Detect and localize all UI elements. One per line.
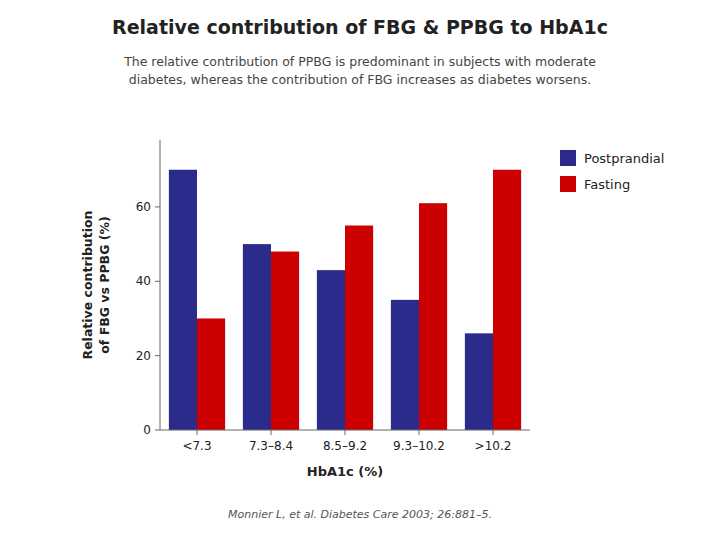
legend-swatch — [560, 150, 576, 166]
bar — [169, 170, 197, 430]
x-tick-label: <7.3 — [182, 439, 211, 453]
legend-label: Postprandial — [584, 151, 664, 166]
bar — [243, 244, 271, 430]
bar — [465, 333, 493, 430]
y-tick-label: 40 — [136, 274, 151, 288]
legend-swatch — [560, 176, 576, 192]
x-tick-label: 8.5–9.2 — [323, 439, 367, 453]
x-tick — [493, 430, 494, 435]
y-tick-label: 60 — [136, 200, 151, 214]
bar — [197, 318, 225, 430]
y-tick-label: 0 — [143, 423, 151, 437]
y-tick-label: 20 — [136, 349, 151, 363]
y-tick — [155, 281, 160, 282]
subtitle: The relative contribution of PPBG is pre… — [123, 54, 596, 87]
x-tick — [197, 430, 198, 435]
legend: Postprandial Fasting — [560, 150, 664, 192]
y-axis — [160, 140, 161, 430]
y-tick — [155, 430, 160, 431]
x-tick-label: 7.3–8.4 — [249, 439, 293, 453]
bar — [317, 270, 345, 430]
bar — [493, 170, 521, 430]
x-axis-label: HbA1c (%) — [307, 464, 383, 479]
bar — [391, 300, 419, 430]
chart: Relative contribution of FBG & PPBG to H… — [0, 0, 720, 540]
y-tick — [155, 355, 160, 356]
title: Relative contribution of FBG & PPBG to H… — [112, 16, 608, 38]
x-tick-label: >10.2 — [475, 439, 512, 453]
citation: Monnier L, et al. Diabetes Care 2003; 26… — [228, 508, 492, 521]
x-tick — [345, 430, 346, 435]
bars — [169, 170, 521, 430]
x-tick — [271, 430, 272, 435]
y-axis-label: Relative contributionof FBG vs PPBG (%) — [80, 211, 112, 360]
y-tick — [155, 206, 160, 207]
x-tick — [419, 430, 420, 435]
x-tick-label: 9.3–10.2 — [393, 439, 445, 453]
bar — [419, 203, 447, 430]
bar — [345, 226, 373, 430]
bar — [271, 252, 299, 430]
legend-label: Fasting — [584, 177, 630, 192]
